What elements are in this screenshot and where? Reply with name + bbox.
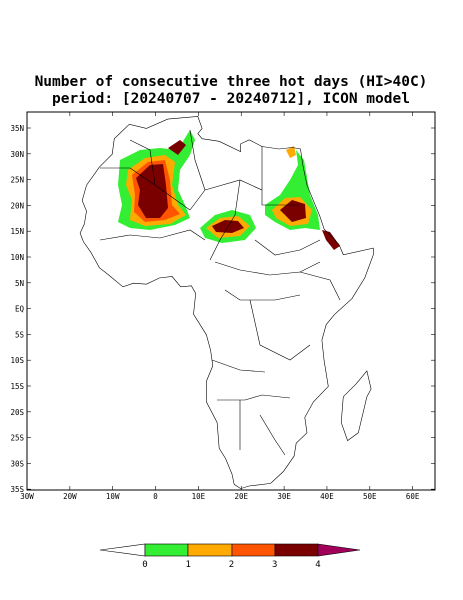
colorbar-box [144, 543, 189, 557]
title-line-2: period: [20240707 - 20240712], ICON mode… [52, 91, 410, 107]
colorbar-box [187, 543, 233, 557]
lon-label: 60E [406, 492, 420, 501]
country-borders [99, 129, 341, 456]
colorbar [99, 543, 361, 557]
colorbar-label: 1 [186, 560, 191, 570]
lat-label: 30N [10, 150, 24, 159]
lat-label: 10S [10, 356, 24, 365]
colorbar-box [274, 543, 319, 557]
region-2-day [286, 146, 296, 158]
lon-label: 20E [234, 492, 248, 501]
colorbar-low-end [99, 543, 146, 557]
coastlines [79, 116, 374, 489]
colorbar-label: 2 [229, 560, 234, 570]
lon-label: 50E [363, 492, 377, 501]
lon-label: 10E [192, 492, 206, 501]
colorbar-box [231, 543, 276, 557]
hot-day-regions [118, 130, 340, 250]
colorbar-label: 4 [315, 560, 320, 570]
lat-label: 15S [10, 382, 24, 391]
lat-label: 10N [10, 253, 24, 262]
africa-coast [79, 116, 374, 489]
lat-label: 5S [15, 330, 25, 339]
colorbar-high-end [317, 543, 361, 557]
lat-label: EQ [15, 305, 25, 314]
lat-label: 25S [10, 434, 24, 443]
lat-label: 15N [10, 227, 24, 236]
madagascar-coast [340, 370, 372, 442]
lat-label: 35S [10, 485, 24, 494]
lon-label: 0 [153, 492, 158, 501]
lat-label: 20N [10, 201, 24, 210]
colorbar-label: 3 [272, 560, 277, 570]
lat-label: 25N [10, 176, 24, 185]
region-4-day [168, 140, 186, 155]
lon-label: 30W [20, 492, 34, 501]
lat-label: 30S [10, 459, 24, 468]
lon-label: 10W [106, 492, 120, 501]
colorbar-label: 0 [142, 560, 147, 570]
lon-label: 30E [277, 492, 291, 501]
lon-label: 20W [63, 492, 77, 501]
lat-label: 5N [15, 279, 24, 288]
colorbar-labels: 0 1 2 3 4 [142, 560, 320, 570]
axis-ticks: 30W 20W 10W 0 10E 20E 30E 40E 50E 60E 35N 30N 25N 20N… [10, 112, 435, 501]
region-4-day [280, 200, 306, 222]
map-frame [26, 111, 436, 491]
title-line-1: Number of consecutive three hot days (HI… [35, 74, 428, 90]
lat-label: 20S [10, 408, 24, 417]
region-4-day [322, 230, 340, 250]
lon-label: 40E [320, 492, 334, 501]
lat-label: 35N [10, 124, 24, 133]
